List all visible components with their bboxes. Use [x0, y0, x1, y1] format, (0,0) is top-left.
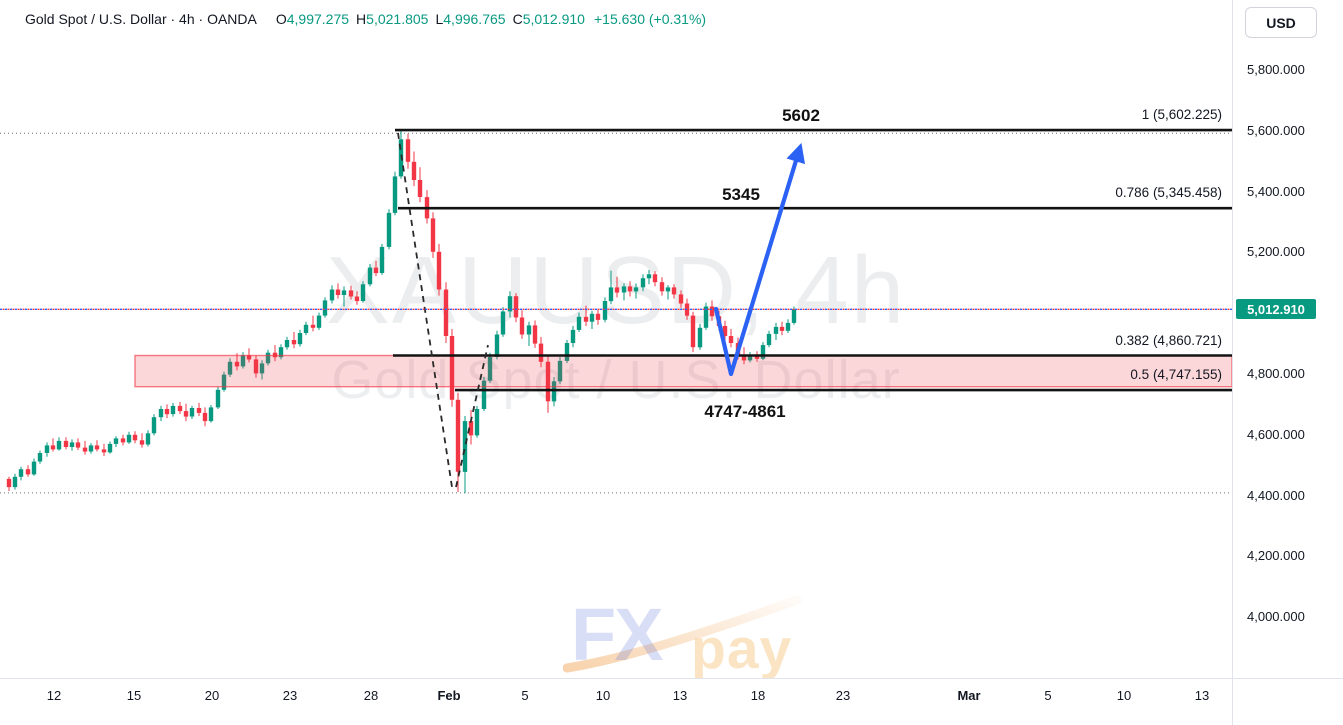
dashed-trendline[interactable]: [455, 344, 489, 488]
axis-corner-separator: [1232, 678, 1233, 725]
annotation-zone-range[interactable]: 4747-4861: [704, 402, 786, 421]
currency-button[interactable]: USD: [1245, 7, 1317, 38]
symbol-title[interactable]: Gold Spot / U.S. Dollar · 4h · OANDA: [25, 11, 257, 27]
time-tick-label: Mar: [957, 688, 981, 703]
projection-arrow[interactable]: [713, 142, 806, 377]
time-axis[interactable]: 12 15 20 23 28 Feb 5 10 13 18 23 Mar 5 10 13: [0, 678, 1343, 725]
annotation-high-target[interactable]: 5602: [782, 106, 820, 125]
price-tick-label: 5,800.000: [1247, 62, 1305, 77]
open-value: 4,997.275: [286, 11, 350, 27]
time-tick-label: 15: [126, 688, 142, 703]
annotation-fib-mid[interactable]: 5345: [722, 185, 760, 204]
price-tick-label: 4,400.000: [1247, 488, 1305, 503]
symbol-header: Gold Spot / U.S. Dollar · 4h · OANDA O 4…: [25, 11, 706, 27]
dashed-trendline[interactable]: [397, 132, 453, 488]
fib-level-label: 1 (5,602.225): [1141, 107, 1222, 122]
time-tick-label: 10: [1116, 688, 1132, 703]
low-value: 4,996.765: [443, 11, 506, 27]
chart-pane[interactable]: XAUUSD, 4h Gold Spot / U.S. Dollar FX pa…: [0, 0, 1232, 678]
time-tick-label: 10: [595, 688, 611, 703]
time-tick-label: 12: [46, 688, 62, 703]
last-price-badge: 5,012.910: [1236, 299, 1316, 319]
price-tick-label: 5,600.000: [1247, 123, 1305, 138]
time-tick-label: 18: [750, 688, 766, 703]
time-tick-label: 13: [672, 688, 688, 703]
time-tick-label: 5: [521, 688, 529, 703]
time-tick-label: 23: [282, 688, 298, 703]
fib-level-label: 0.786 (5,345.458): [1115, 185, 1222, 200]
close-label: C: [512, 11, 523, 27]
candles-series: [6, 129, 797, 494]
fib-level-label: 0.5 (4,747.155): [1130, 367, 1222, 382]
high-label: H: [356, 11, 367, 27]
price-tick-label: 4,600.000: [1247, 427, 1305, 442]
low-label: L: [435, 11, 444, 27]
price-tick-label: 4,800.000: [1247, 366, 1305, 381]
change-value: +15.630 (+0.31%): [593, 11, 707, 27]
high-value: 5,021.805: [366, 11, 429, 27]
price-tick-label: 5,400.000: [1247, 184, 1305, 199]
fib-level-label: 0.382 (4,860.721): [1115, 333, 1222, 348]
time-tick-label: 23: [835, 688, 851, 703]
time-tick-label: Feb: [437, 688, 461, 703]
price-tick-label: 4,200.000: [1247, 548, 1305, 563]
time-tick-label: 13: [1194, 688, 1210, 703]
close-value: 5,012.910: [522, 11, 585, 27]
demand-zone[interactable]: [134, 354, 1232, 388]
price-tick-label: 4,000.000: [1247, 609, 1305, 624]
time-tick-label: 20: [204, 688, 220, 703]
time-tick-label: 28: [363, 688, 379, 703]
price-axis[interactable]: 5,012.910 5,800.000 5,600.000 5,400.000 5,2…: [1232, 0, 1343, 678]
time-tick-label: 5: [1044, 688, 1052, 703]
price-tick-label: 5,200.000: [1247, 244, 1305, 259]
open-label: O: [275, 11, 287, 27]
